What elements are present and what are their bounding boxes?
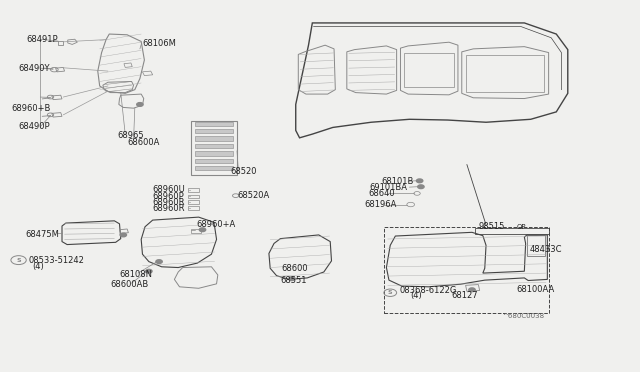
Bar (195, 144, 232, 148)
Text: 68520A: 68520A (237, 191, 269, 200)
Bar (466, 55, 543, 92)
Bar (195, 129, 232, 134)
Bar (191, 121, 237, 175)
Text: 68960+B: 68960+B (11, 104, 51, 113)
Bar (195, 158, 232, 163)
Text: 68491P: 68491P (26, 35, 58, 44)
Text: 68475M: 68475M (25, 230, 59, 239)
Bar (188, 188, 198, 192)
Bar (404, 53, 454, 87)
Text: 69101BA: 69101BA (370, 183, 408, 192)
Bar (188, 201, 198, 204)
Bar (474, 228, 548, 234)
Text: 68960R: 68960R (153, 198, 185, 207)
Text: 68100AA: 68100AA (516, 285, 555, 294)
Text: 68106M: 68106M (143, 39, 177, 48)
Text: 68196A: 68196A (365, 200, 397, 209)
Bar (195, 151, 232, 155)
Text: 48433C: 48433C (529, 245, 562, 254)
Text: 08533-51242: 08533-51242 (29, 256, 84, 264)
Bar (195, 166, 232, 170)
Text: 68490P: 68490P (19, 122, 50, 131)
Bar (188, 206, 198, 210)
Circle shape (199, 228, 205, 232)
Bar (191, 230, 201, 233)
Text: 68960P: 68960P (153, 192, 184, 201)
Text: 68490Y: 68490Y (19, 64, 50, 73)
Text: 68960U: 68960U (153, 185, 186, 194)
Text: 68600: 68600 (282, 264, 308, 273)
Text: 68960+A: 68960+A (196, 221, 236, 230)
Text: S: S (16, 258, 21, 263)
Circle shape (417, 179, 423, 183)
Text: S: S (388, 290, 392, 295)
Text: OP: OP (516, 224, 526, 230)
Text: (4): (4) (411, 291, 422, 300)
Circle shape (418, 185, 424, 189)
Text: 68101B: 68101B (381, 177, 413, 186)
Circle shape (146, 269, 152, 273)
Text: 68127: 68127 (452, 291, 478, 300)
Bar (527, 235, 545, 256)
Text: 68520: 68520 (230, 167, 257, 176)
Text: 98515: 98515 (478, 222, 505, 231)
Text: 68640: 68640 (368, 189, 394, 198)
Text: ^680C0038: ^680C0038 (502, 314, 545, 320)
Text: 68551: 68551 (280, 276, 307, 285)
Text: 68108N: 68108N (120, 270, 152, 279)
Circle shape (468, 288, 475, 292)
Bar (188, 195, 198, 198)
Text: (4): (4) (33, 262, 44, 270)
Circle shape (156, 260, 163, 263)
Circle shape (289, 277, 295, 280)
Text: 08368-6122G: 08368-6122G (399, 286, 456, 295)
Circle shape (137, 103, 143, 106)
Text: 68600AB: 68600AB (111, 280, 148, 289)
Text: 68960R: 68960R (153, 204, 185, 213)
Bar (195, 122, 232, 126)
Text: 68965: 68965 (118, 131, 144, 140)
Bar (195, 137, 232, 141)
Text: 68600A: 68600A (127, 138, 159, 147)
Circle shape (120, 233, 127, 237)
Bar (384, 227, 548, 313)
